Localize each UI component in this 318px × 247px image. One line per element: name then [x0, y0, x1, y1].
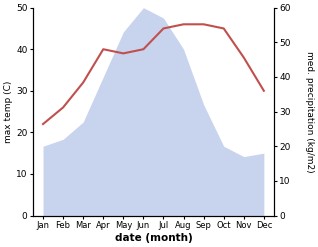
Y-axis label: max temp (C): max temp (C): [4, 80, 13, 143]
X-axis label: date (month): date (month): [114, 233, 192, 243]
Y-axis label: med. precipitation (kg/m2): med. precipitation (kg/m2): [305, 51, 314, 172]
